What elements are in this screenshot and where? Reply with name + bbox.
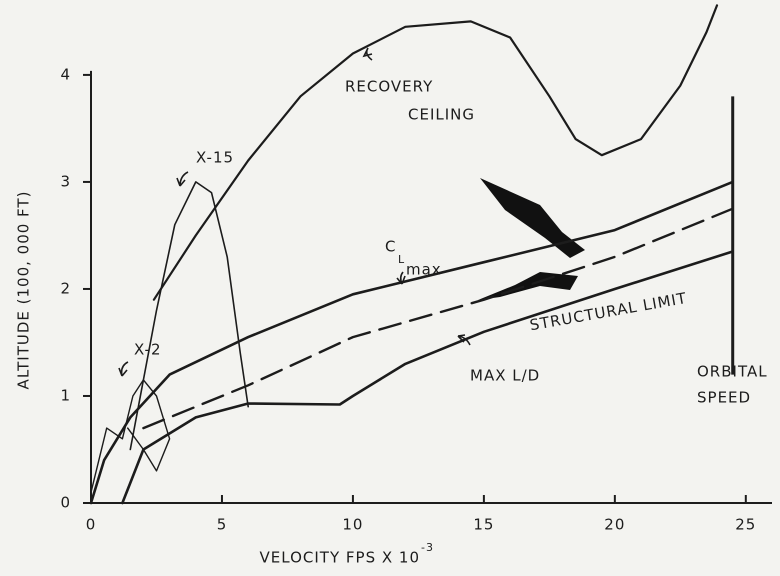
x-tick-label: 15 bbox=[473, 516, 494, 534]
series-label: STRUCTURAL LIMIT bbox=[528, 289, 688, 334]
y-tick-label: 1 bbox=[60, 386, 71, 404]
x-axis-label: VELOCITY FPS X 10 bbox=[260, 549, 420, 567]
series-label: X-2 bbox=[134, 341, 162, 359]
x-tick-label: 10 bbox=[342, 516, 363, 534]
annotation: RECOVERY bbox=[345, 78, 433, 96]
x-tick-label: 25 bbox=[735, 516, 756, 534]
arrow bbox=[362, 47, 373, 61]
aircraft-shape bbox=[480, 178, 585, 258]
annotation: C bbox=[385, 238, 396, 256]
series-label: X-15 bbox=[196, 149, 234, 167]
x-tick-label: 20 bbox=[604, 516, 625, 534]
y-tick-label: 3 bbox=[60, 172, 71, 190]
annotation: SPEED bbox=[697, 389, 751, 407]
annotation: ORBITAL bbox=[697, 363, 768, 381]
curve bbox=[152, 4, 719, 301]
y-axis-label: ALTITUDE (100, 000 FT) bbox=[15, 191, 33, 390]
x-tick-label: 5 bbox=[217, 516, 228, 534]
curve bbox=[129, 181, 249, 451]
curve bbox=[121, 250, 734, 505]
curve bbox=[142, 207, 734, 430]
decorations bbox=[118, 47, 471, 377]
annotation: CEILING bbox=[408, 106, 475, 124]
series-label: MAX L/D bbox=[470, 367, 540, 385]
y-tick-label: 4 bbox=[60, 65, 71, 83]
x-tick-label: 0 bbox=[86, 516, 97, 534]
arrow bbox=[176, 171, 189, 187]
annotation: max bbox=[406, 261, 442, 279]
y-tick-label: 0 bbox=[60, 494, 71, 512]
curve bbox=[89, 180, 734, 505]
y-tick-label: 2 bbox=[60, 279, 71, 297]
arrow bbox=[118, 361, 129, 377]
curve bbox=[90, 379, 171, 493]
x-axis-label-exponent: -3 bbox=[421, 541, 434, 554]
annotation: L bbox=[398, 253, 405, 266]
